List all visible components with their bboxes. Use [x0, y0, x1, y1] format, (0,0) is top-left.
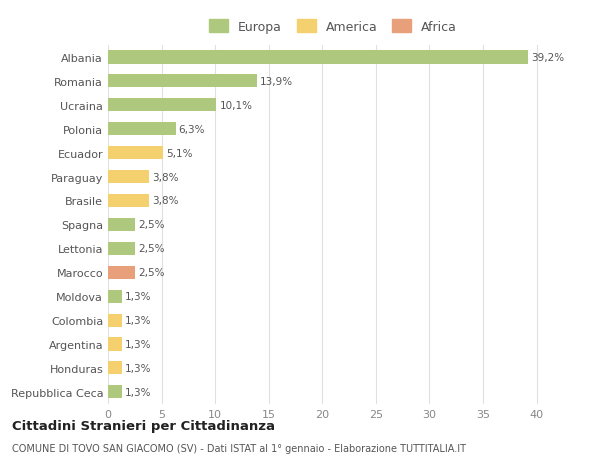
Text: 1,3%: 1,3% [125, 363, 152, 373]
Text: 2,5%: 2,5% [138, 244, 164, 254]
Bar [108, 266, 135, 279]
Text: 6,3%: 6,3% [179, 124, 205, 134]
Text: 3,8%: 3,8% [152, 172, 178, 182]
Bar [108, 314, 122, 327]
Bar [108, 386, 122, 398]
Text: 1,3%: 1,3% [125, 315, 152, 325]
Bar [108, 338, 122, 351]
Text: 2,5%: 2,5% [138, 268, 164, 278]
Text: 1,3%: 1,3% [125, 291, 152, 302]
Text: 13,9%: 13,9% [260, 77, 293, 87]
Bar [108, 218, 135, 231]
Text: 1,3%: 1,3% [125, 339, 152, 349]
Text: 2,5%: 2,5% [138, 220, 164, 230]
Text: Cittadini Stranieri per Cittadinanza: Cittadini Stranieri per Cittadinanza [12, 419, 275, 432]
Bar [108, 362, 122, 375]
Text: COMUNE DI TOVO SAN GIACOMO (SV) - Dati ISTAT al 1° gennaio - Elaborazione TUTTIT: COMUNE DI TOVO SAN GIACOMO (SV) - Dati I… [12, 443, 466, 453]
Text: 10,1%: 10,1% [220, 101, 253, 111]
Bar [108, 123, 176, 136]
Bar [108, 171, 149, 184]
Bar [108, 242, 135, 255]
Bar [108, 51, 528, 64]
Bar [108, 195, 149, 207]
Bar [108, 99, 216, 112]
Text: 3,8%: 3,8% [152, 196, 178, 206]
Bar [108, 75, 257, 88]
Text: 39,2%: 39,2% [531, 53, 565, 63]
Bar [108, 290, 122, 303]
Text: 5,1%: 5,1% [166, 148, 193, 158]
Bar [108, 147, 163, 160]
Legend: Europa, America, Africa: Europa, America, Africa [206, 17, 460, 36]
Text: 1,3%: 1,3% [125, 387, 152, 397]
